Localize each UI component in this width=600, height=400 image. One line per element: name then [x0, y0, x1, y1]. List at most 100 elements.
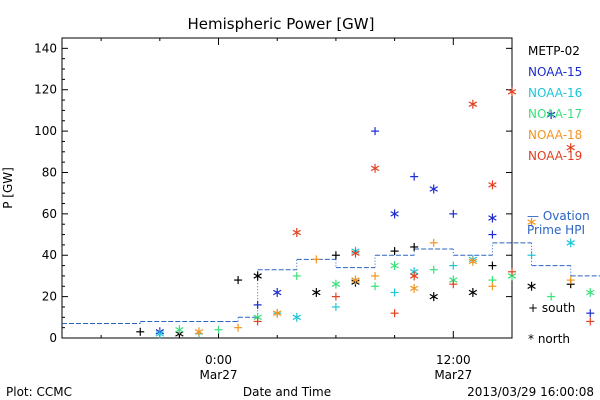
point-north	[390, 261, 399, 271]
point-north	[586, 287, 595, 297]
point-south	[371, 282, 380, 291]
point-north	[253, 271, 262, 281]
point-north	[468, 287, 478, 297]
point-north	[488, 213, 497, 223]
point-south	[449, 280, 458, 289]
series-noaa-18	[194, 217, 575, 337]
y-tick-label: 140	[34, 41, 57, 55]
marker-note-south: + south	[528, 301, 575, 315]
point-south	[331, 292, 340, 301]
chart-title: Hemispheric Power [GW]	[188, 15, 375, 33]
point-south	[214, 325, 223, 334]
point-north	[429, 292, 438, 302]
ovation-line	[62, 242, 600, 325]
point-north	[566, 143, 575, 153]
data-points	[136, 87, 595, 339]
point-south	[371, 271, 380, 280]
x-tick-label-date: Mar27	[434, 368, 472, 382]
point-south	[390, 247, 399, 256]
point-north	[331, 279, 341, 289]
point-south	[488, 230, 497, 239]
plot-frame	[61, 37, 513, 339]
point-south	[253, 300, 262, 309]
point-north	[273, 287, 282, 297]
y-tick-label: 80	[42, 165, 57, 179]
series-noaa-17	[175, 261, 595, 335]
ovation-label-line1: — Ovation	[527, 209, 590, 223]
legend-entry: NOAA-17	[528, 107, 582, 121]
point-north	[312, 287, 321, 297]
ovation-label-line2: Prime HPI	[527, 223, 585, 237]
legend: METP-02 NOAA-15 NOAA-16 NOAA-17 NOAA-18 NOAA-…	[528, 44, 582, 163]
point-north	[194, 327, 204, 337]
point-south	[488, 261, 497, 270]
point-south	[488, 282, 497, 291]
x-tick-label-date: Mar27	[200, 368, 238, 382]
point-north	[488, 180, 497, 190]
point-north	[409, 271, 419, 281]
point-north	[527, 217, 536, 227]
point-north	[409, 283, 419, 293]
point-south	[410, 172, 419, 181]
point-north	[546, 110, 556, 120]
point-south	[410, 242, 419, 251]
legend-entry: NOAA-19	[528, 149, 582, 163]
x-tick-label-time: 12:00	[436, 353, 471, 367]
y-tick-label: 100	[34, 124, 57, 138]
point-north	[390, 209, 399, 219]
point-south	[136, 327, 145, 336]
point-south	[586, 309, 595, 318]
point-south	[508, 267, 516, 276]
point-south	[449, 209, 458, 218]
series-noaa-15	[155, 110, 595, 337]
x-tick-label-time: 0:00	[205, 353, 232, 367]
legend-entry: NOAA-15	[528, 65, 582, 79]
y-axis-label: P [GW]	[1, 167, 15, 209]
point-south	[292, 271, 301, 280]
point-north	[507, 87, 517, 97]
footer-left: Plot: CCMC	[6, 385, 72, 399]
point-north	[527, 281, 536, 291]
y-tick-label: 40	[42, 248, 57, 262]
point-north	[351, 275, 360, 285]
point-south	[547, 292, 556, 301]
point-south	[371, 127, 380, 136]
point-south	[312, 255, 321, 264]
point-north	[429, 184, 438, 194]
point-south	[331, 251, 340, 260]
x-axis: 0:00Mar2712:00Mar270:00Mar2812:00Mar280:…	[100, 38, 513, 382]
point-south	[234, 323, 243, 332]
legend-entry: METP-02	[528, 44, 580, 58]
point-north	[155, 329, 165, 339]
point-south	[331, 302, 340, 311]
legend-entry: NOAA-18	[528, 128, 582, 142]
y-tick-label: 60	[42, 207, 57, 221]
marker-note-north: * north	[528, 332, 570, 346]
x-axis-label: Date and Time	[243, 385, 331, 399]
y-tick-label: 0	[49, 331, 57, 345]
point-north	[175, 325, 184, 335]
point-south	[527, 251, 536, 260]
series-noaa-19	[253, 87, 595, 326]
point-south	[429, 238, 438, 247]
point-south	[586, 317, 595, 326]
point-south	[234, 276, 243, 285]
point-north	[468, 99, 478, 109]
footer-right: 2013/03/29 16:00:08	[467, 385, 594, 399]
point-south	[429, 265, 438, 274]
point-north	[468, 256, 478, 266]
series-noaa-16	[155, 238, 575, 339]
point-north	[292, 312, 301, 322]
point-south	[566, 276, 575, 285]
point-north	[351, 248, 360, 258]
point-north	[370, 163, 380, 173]
point-south	[390, 288, 399, 297]
y-axis: 0 20 40 60 80 100 120 140	[34, 41, 512, 345]
point-north	[292, 227, 301, 237]
point-south	[253, 317, 262, 326]
point-south	[390, 309, 399, 318]
point-south	[449, 261, 458, 270]
y-tick-label: 20	[42, 290, 57, 304]
point-north	[273, 308, 282, 318]
